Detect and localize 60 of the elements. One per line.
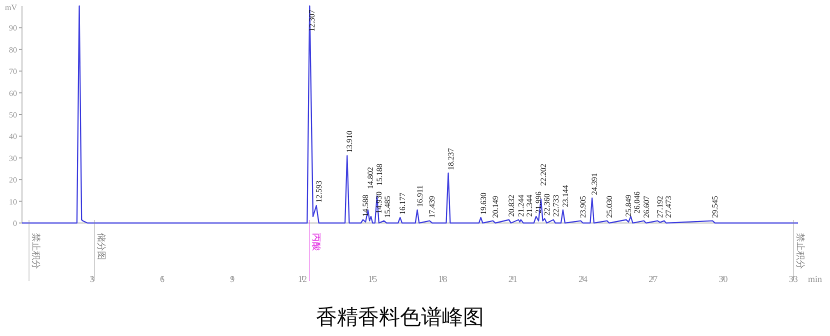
- y-tick-label: 0: [13, 219, 17, 228]
- annotation: 23.144: [560, 184, 570, 207]
- y-tick-label: 30: [9, 154, 17, 163]
- x-tick-label: 30: [718, 274, 728, 284]
- annotation: 12.593: [314, 180, 324, 203]
- y-tick-label: 70: [9, 67, 17, 76]
- annotation: 26.046: [632, 191, 642, 214]
- annotation: 26.607: [642, 196, 651, 218]
- x-tick-label: 33: [788, 274, 798, 284]
- annotation: 21.996: [534, 191, 544, 214]
- ref-line-label: 禁止积分: [30, 233, 42, 269]
- annotation: 18.237: [446, 148, 456, 170]
- annotation: 21.244: [516, 194, 526, 217]
- annotation: 20.832: [506, 194, 516, 217]
- annotation: 17.439: [428, 196, 437, 218]
- x-tick-label: 18: [438, 274, 448, 284]
- x-axis-title: min: [808, 274, 822, 284]
- x-tick-label: 24: [578, 274, 588, 284]
- ref-line-label: 储分图: [95, 233, 106, 260]
- annotation: 22.360: [542, 194, 552, 216]
- x-tick-label: 9: [230, 274, 236, 284]
- x-tick-label: 27: [648, 274, 658, 284]
- annotation: 29.545: [710, 196, 720, 218]
- text: 香精香料色谱峰图: [316, 305, 484, 329]
- y-tick-label: 10: [9, 197, 17, 206]
- y-tick-label: 50: [9, 110, 17, 120]
- annotation: 21.344: [525, 194, 534, 217]
- y-tick-label: 60: [9, 88, 17, 98]
- y-tick-label: 20: [9, 176, 17, 185]
- annotation: 20.149: [490, 196, 500, 218]
- x-tick-label: 3: [90, 274, 95, 284]
- annotation: 22.733: [551, 194, 560, 217]
- annotation: 14.802: [366, 166, 375, 189]
- annotation: 14.588: [360, 194, 370, 217]
- ref-line-label: 丙酸: [310, 233, 322, 251]
- annotation: 13.910: [345, 130, 354, 153]
- line-series: [21, 5, 799, 224]
- ref-line-label: 禁止积分: [794, 233, 806, 269]
- annotation: 27.192: [656, 196, 665, 218]
- annotation: 22.202: [538, 164, 548, 186]
- y-tick-label: 80: [9, 45, 17, 54]
- x-tick-label: 15: [368, 274, 378, 284]
- annotation: 16.177: [398, 192, 408, 215]
- x-tick-label: 12: [298, 274, 307, 284]
- annotation: 27.473: [664, 196, 674, 218]
- annotation: 15.485: [382, 196, 392, 218]
- annotation: 16.911: [415, 185, 424, 207]
- annotation: 25.030: [605, 196, 614, 218]
- annotation: 12.307: [308, 10, 317, 32]
- annotation: 23.905: [578, 196, 588, 218]
- annotation: 15.188: [374, 164, 384, 186]
- annotation: 24.391: [590, 173, 600, 196]
- y-axis-title: mV: [5, 3, 18, 12]
- annotation: 14.930: [374, 191, 384, 214]
- x-tick-label: 6: [160, 274, 165, 284]
- annotation: 19.630: [478, 192, 488, 215]
- y-tick-label: 40: [9, 132, 17, 142]
- y-tick-label: 90: [9, 24, 17, 33]
- x-tick-label: 21: [508, 274, 518, 284]
- annotation: 25.849: [624, 194, 634, 217]
